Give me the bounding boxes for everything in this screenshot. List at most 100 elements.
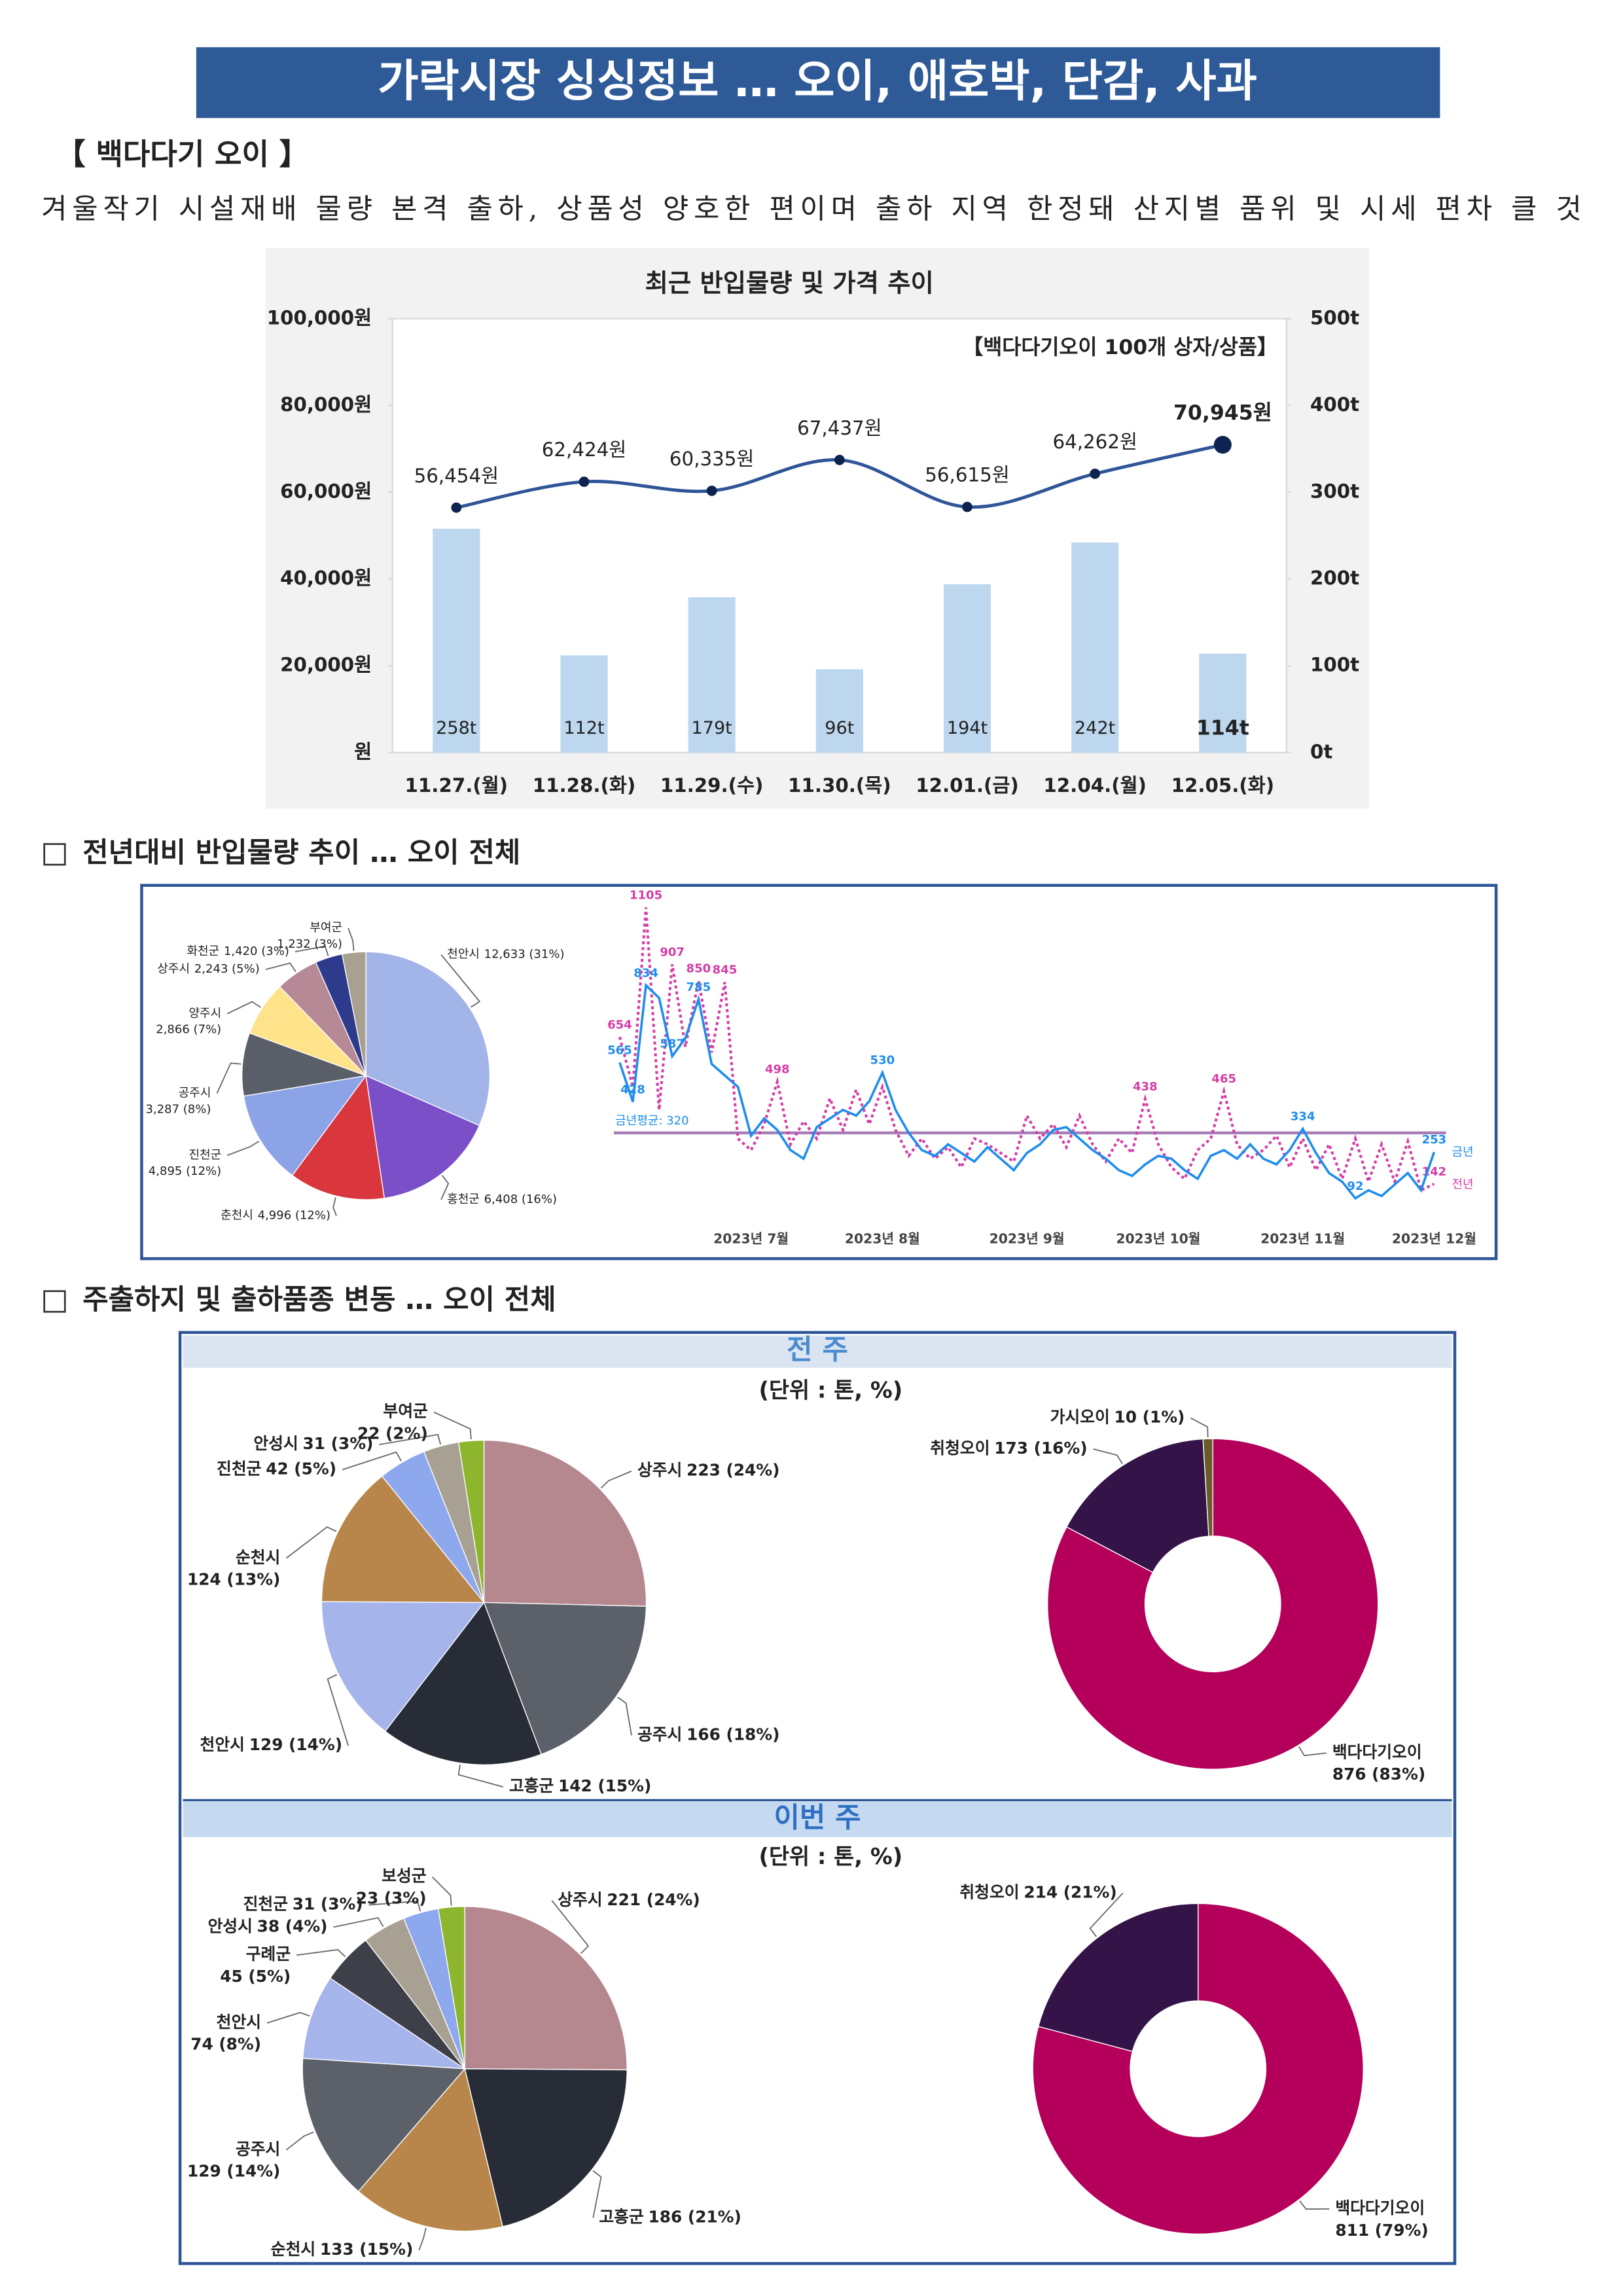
panel-title: 전 주 [787,1334,848,1367]
leader-line [433,1411,472,1439]
slice-value: 223 (24%) [687,1461,779,1480]
leader-line [265,962,296,973]
leader-line [296,1948,346,1958]
panel-title: 이번 주 [774,1801,861,1834]
slice-name: 천안시 [217,2013,261,2032]
point-label: 587 [660,1037,685,1051]
slice-label: 백다다기오이 811 (79%) [1335,2198,1428,2240]
slice-label: 천안시 129 (14%) [200,1735,342,1754]
pie-slice [241,1032,368,1097]
y-tick-label: 60,000원 [280,480,372,503]
slice-value: 142 (15%) [558,1776,651,1795]
legend-label: 금년 [1452,1145,1473,1159]
slice-value: 214 (21%) [1024,1883,1116,1902]
leader-line [368,1900,421,1912]
slice-name: 순천시 [236,1548,280,1567]
slice-value: 4,895 (12%) [149,1164,221,1178]
leader-line [1190,1417,1209,1438]
x-tick-label: 2023년 10월 [1116,1230,1200,1246]
slice-value: 221 (24%) [607,1890,700,1909]
point-label: 654 [607,1018,632,1031]
price-label: 64,262원 [1052,431,1137,453]
slice-label: 상주시 223 (24%) [637,1461,779,1480]
bar-label: 114t [1196,717,1249,740]
point-label: 785 [687,980,711,994]
slice-value: 42 (5%) [266,1459,336,1478]
checkbox [43,1290,66,1313]
series-line [618,907,1435,1193]
point-label: 845 [713,963,738,977]
x-tick-label: 2023년 8월 [845,1230,920,1246]
slice-name: 취청오이 [959,1883,1019,1902]
panel-unit: (단위 : 톤, %) [758,1377,902,1403]
leader-line [1298,1746,1327,1757]
slice-value: 876 (83%) [1332,1765,1425,1784]
price-marker [834,454,845,465]
slice-name: 화천군 [187,944,219,958]
pie-slice [302,1977,467,2070]
heading: 주출하지 및 출하품종 변동 … 오이 전체 [82,1283,556,1316]
pie-slice [1065,1438,1209,1573]
slice-name: 천안시 [200,1735,245,1754]
slice-name: 보성군 [382,1867,426,1886]
slice-value: 2,243 (5%) [194,962,260,976]
slice-name: 공주시 [637,1725,682,1744]
pie-slice [1037,1903,1199,2053]
title-box [196,47,1440,118]
leader-line [285,1526,337,1559]
leader-line [379,1433,442,1446]
y-tick-label: 20,000원 [280,654,372,676]
leader-line [600,1470,632,1489]
slice-value: 4,996 (12%) [258,1209,330,1223]
slice-value: 31 (3%) [303,1434,374,1453]
leader-line [1299,2200,1330,2210]
y2-tick-label: 500t [1310,306,1359,329]
slice-label: 보성군 23 (3%) [356,1867,427,1908]
slice-value: 1,232 (3%) [277,937,342,951]
leader-line [431,1876,452,1906]
slice-name: 상주시 [157,962,190,976]
slice-name: 취청오이 [930,1439,990,1458]
slice-label: 공주시 166 (18%) [637,1725,779,1744]
bar-label: 194t [947,718,988,738]
point-label: 465 [1211,1072,1236,1086]
slice-label: 취청오이 173 (16%) [930,1439,1087,1458]
leader-line [327,1674,349,1746]
slice-name: 고흥군 [509,1776,554,1795]
x-tick-label: 12.04.(월) [1043,774,1147,797]
y-tick-label: 40,000원 [280,567,372,589]
point-label: 834 [633,966,658,980]
point-label: 428 [620,1083,645,1096]
pie-slice [341,951,366,1076]
slice-value: 1,420 (3%) [224,944,289,958]
slice-name: 부여군 [383,1402,427,1421]
leader-line [1093,1448,1123,1464]
y2-tick-label: 400t [1310,393,1359,416]
x-tick-label: 11.30.(목) [788,774,891,797]
slice-value: 129 (14%) [249,1735,342,1754]
slice-value: 23 (3%) [356,1889,427,1908]
y2-tick-label: 100t [1310,654,1359,676]
slice-value: 124 (13%) [187,1570,280,1589]
pie-slice [357,2068,503,2232]
slice-label: 상주시 221 (24%) [558,1890,700,1909]
slice-label: 춘천시 4,996 (12%) [221,1209,330,1223]
price-label: 56,615원 [925,464,1009,486]
pie-slice [464,1906,628,2071]
point-label: 498 [765,1063,790,1077]
point-label: 438 [1133,1080,1158,1094]
point-label: 92 [1347,1179,1363,1193]
slice-label: 순천시 124 (13%) [187,1548,280,1589]
x-tick-label: 11.28.(화) [533,774,636,797]
panel-unit: (단위 : 톤, %) [758,1844,902,1869]
y2-tick-label: 0t [1310,740,1332,762]
slice-name: 구례군 [246,1945,291,1964]
reference-label: 금년평균: 320 [615,1114,688,1128]
slice-value: 186 (21%) [649,2208,741,2227]
pie-slice [321,1601,485,1732]
slice-name: 안성시 [253,1434,298,1453]
slice-value: 10 (1%) [1115,1408,1185,1427]
slice-value: 811 (79%) [1335,2221,1428,2240]
